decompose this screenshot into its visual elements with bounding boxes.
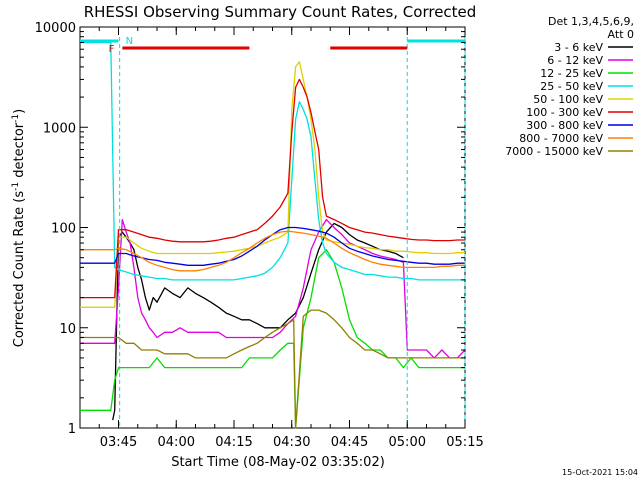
y-axis-label-part2: detector bbox=[12, 122, 27, 182]
timestamp: 15-Oct-2021 15:04 bbox=[562, 468, 638, 477]
series-line-8 bbox=[80, 309, 465, 429]
x-tick-label: 04:15 bbox=[215, 435, 252, 450]
y-axis-label-sup2: -1 bbox=[11, 114, 21, 123]
x-tick-label: 03:45 bbox=[100, 435, 137, 450]
x-tick-label: 05:00 bbox=[389, 435, 426, 450]
series-line-3 bbox=[80, 41, 465, 281]
series-line-7 bbox=[80, 230, 465, 272]
legend-label: 12 - 25 keV bbox=[540, 67, 603, 80]
legend-header-line: Att 0 bbox=[608, 28, 634, 41]
y-tick-label: 100 bbox=[51, 222, 76, 237]
y-axis-label-sup1: -1 bbox=[11, 182, 21, 191]
chart-title: RHESSI Observing Summary Count Rates, Co… bbox=[84, 3, 477, 21]
legend-label: 100 - 300 keV bbox=[526, 106, 603, 119]
y-tick-label: 1000 bbox=[43, 121, 76, 136]
legend-label: 300 - 800 keV bbox=[526, 119, 603, 132]
x-tick-label: 04:00 bbox=[158, 435, 195, 450]
series-line-5 bbox=[80, 78, 465, 299]
legend-label: 800 - 7000 keV bbox=[519, 132, 603, 145]
y-tick-label: 10000 bbox=[35, 21, 76, 36]
flag-label-f: F bbox=[109, 44, 115, 55]
legend-label: 25 - 50 keV bbox=[540, 80, 603, 93]
y-axis-label: Corrected Count Rate (s-1 detector-1) bbox=[11, 109, 27, 347]
x-tick-label: 04:30 bbox=[273, 435, 310, 450]
plot-area: FN bbox=[79, 26, 466, 429]
y-tick-label: 10 bbox=[59, 322, 76, 337]
y-axis-label-part1: Corrected Count Rate (s bbox=[12, 191, 27, 348]
legend-label: 7000 - 15000 keV bbox=[505, 145, 603, 158]
axis-ticks: 1 10 100 1000 10000 03:45 04:00 04:15 04:30 04:45… bbox=[35, 21, 484, 450]
series-line-4 bbox=[80, 61, 465, 308]
series-line-0 bbox=[112, 222, 404, 421]
x-axis-label: Start Time (08-May-02 03:35:02) bbox=[171, 455, 385, 470]
legend-label: 6 - 12 keV bbox=[547, 54, 603, 67]
legend-header-line: Det 1,3,4,5,6,9, bbox=[548, 15, 634, 28]
series-line-6 bbox=[80, 226, 465, 266]
y-tick-label: 1 bbox=[68, 422, 76, 437]
flag-label-n: N bbox=[126, 36, 133, 47]
legend-label: 3 - 6 keV bbox=[554, 41, 603, 54]
legend-label: 50 - 100 keV bbox=[533, 93, 603, 106]
series-line-2 bbox=[80, 249, 465, 429]
y-axis-label-part3: ) bbox=[12, 109, 27, 114]
x-tick-label: 05:15 bbox=[446, 435, 483, 450]
x-tick-label: 04:45 bbox=[331, 435, 368, 450]
